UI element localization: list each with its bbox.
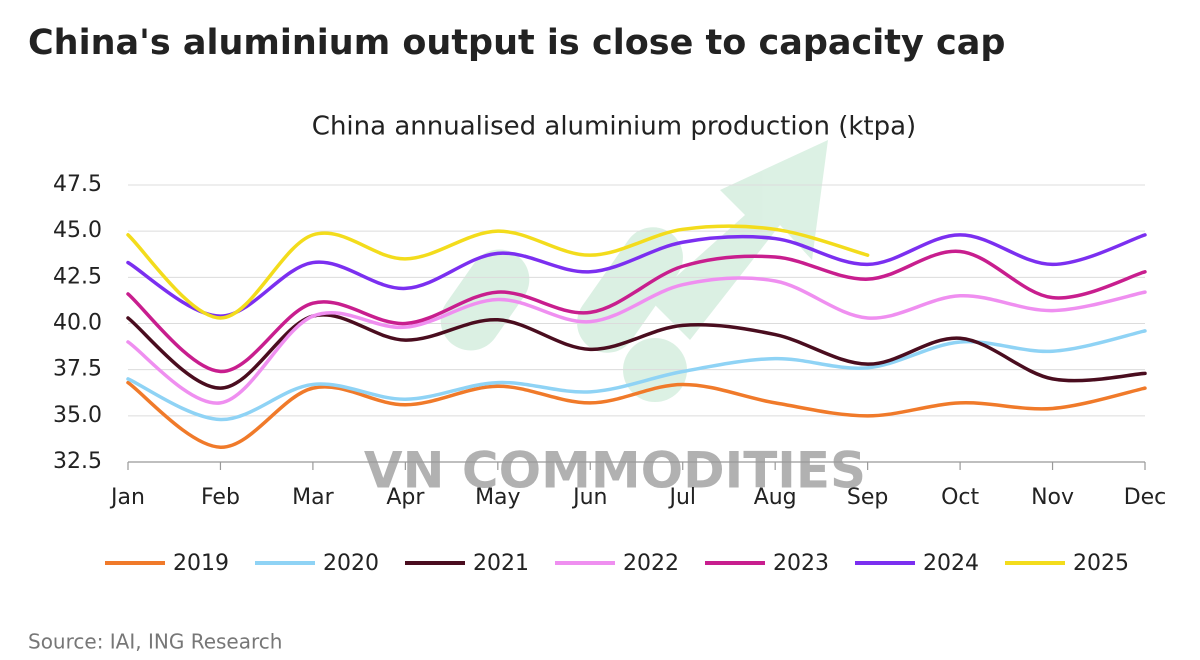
x-tick-label: Aug bbox=[754, 485, 797, 510]
series-line bbox=[126, 276, 1147, 405]
legend-label: 2022 bbox=[623, 551, 679, 576]
watermark: VN COMMODITIES bbox=[364, 442, 866, 500]
x-tick-label: Jun bbox=[571, 485, 607, 510]
y-tick-label: 37.5 bbox=[53, 357, 102, 382]
x-tick-label: Nov bbox=[1031, 485, 1074, 510]
series-line bbox=[126, 249, 1147, 374]
watermark-logo bbox=[440, 140, 828, 402]
y-tick-label: 47.5 bbox=[53, 172, 102, 197]
series-line bbox=[126, 380, 1147, 449]
x-tick-label: Jan bbox=[109, 485, 145, 510]
y-tick-label: 45.0 bbox=[53, 218, 102, 243]
series-line bbox=[126, 313, 1147, 390]
x-tick-label: Dec bbox=[1124, 485, 1167, 510]
series-line bbox=[126, 224, 870, 320]
x-tick-label: Feb bbox=[201, 485, 240, 510]
x-tick-label: Jul bbox=[667, 485, 696, 510]
x-tick-label: Oct bbox=[941, 485, 979, 510]
y-tick-label: 42.5 bbox=[53, 264, 102, 289]
chart-title: China's aluminium output is close to cap… bbox=[28, 23, 1005, 63]
x-tick-label: Sep bbox=[847, 485, 888, 510]
legend-label: 2023 bbox=[773, 551, 829, 576]
x-tick-label: May bbox=[475, 485, 520, 510]
legend-label: 2021 bbox=[473, 551, 529, 576]
y-tick-label: 32.5 bbox=[53, 449, 102, 474]
legend-label: 2020 bbox=[323, 551, 379, 576]
legend-label: 2019 bbox=[173, 551, 229, 576]
series-line bbox=[126, 329, 1147, 422]
legend-label: 2025 bbox=[1073, 551, 1129, 576]
y-tick-label: 40.0 bbox=[53, 311, 102, 336]
series-line bbox=[126, 233, 1147, 318]
x-tick-label: Apr bbox=[386, 485, 425, 510]
legend-label: 2024 bbox=[923, 551, 979, 576]
x-tick-label: Mar bbox=[292, 485, 334, 510]
source: Source: IAI, ING Research bbox=[28, 630, 282, 654]
chart-subtitle: China annualised aluminium production (k… bbox=[312, 112, 916, 142]
y-tick-label: 35.0 bbox=[53, 403, 102, 428]
